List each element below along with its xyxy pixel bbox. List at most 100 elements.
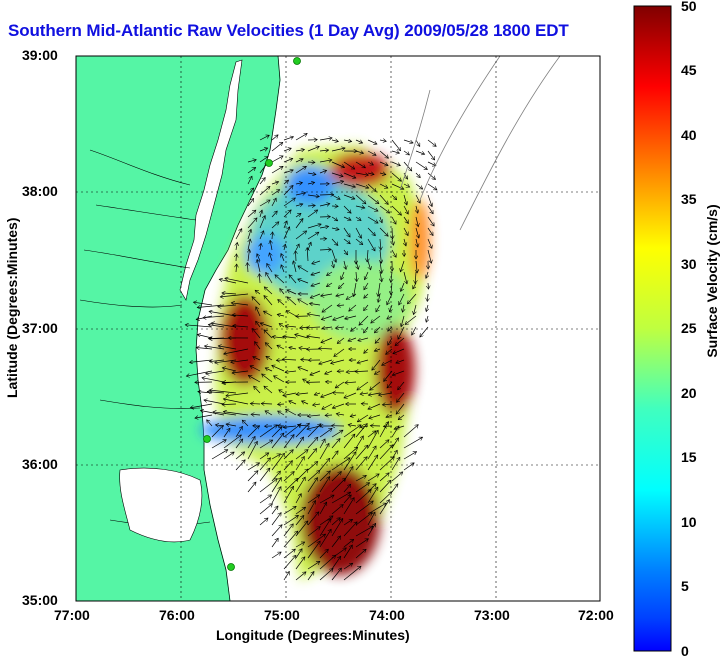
velocity-arrow — [367, 183, 376, 192]
station-marker — [265, 159, 273, 167]
velocity-arrow — [283, 170, 293, 174]
velocity-arrow — [223, 428, 230, 438]
velocity-arrow — [403, 194, 407, 205]
velocity-arrow — [415, 161, 427, 170]
velocity-arrow — [283, 210, 291, 218]
velocity-arrow — [391, 172, 402, 181]
velocity-arrow — [355, 216, 361, 221]
velocity-arrow — [279, 324, 285, 328]
velocity-arrow — [259, 458, 271, 471]
velocity-arrow — [307, 541, 320, 559]
velocity-arrow — [355, 490, 371, 504]
velocity-arrow — [371, 315, 381, 323]
velocity-arrow — [367, 487, 379, 504]
velocity-arrow — [355, 140, 363, 143]
velocity-arrow — [331, 161, 345, 168]
bay-water — [179, 59, 243, 301]
velocity-arrow — [379, 457, 394, 471]
bathymetry-contour — [399, 56, 561, 231]
velocity-arrow — [379, 205, 390, 213]
velocity-arrow — [372, 359, 381, 370]
colorbar-tick-label: 40 — [681, 127, 697, 143]
velocity-arrow — [311, 271, 321, 275]
velocity-arrow — [327, 271, 333, 276]
velocity-arrow — [307, 495, 320, 504]
x-axis-label: Longitude (Degrees:Minutes) — [216, 627, 410, 643]
velocity-arrow — [416, 238, 418, 247]
velocity-arrow — [355, 483, 370, 493]
velocity-arrow — [322, 304, 333, 312]
velocity-arrow — [416, 260, 417, 273]
velocity-arrow — [247, 229, 251, 240]
velocity-arrow — [282, 359, 297, 360]
velocity-arrow — [264, 287, 273, 295]
velocity-arrow — [209, 390, 237, 394]
velocity-arrow — [398, 381, 405, 390]
velocity-arrow — [236, 254, 237, 262]
velocity-arrow — [295, 213, 301, 218]
velocity-arrow — [331, 518, 340, 526]
velocity-arrow — [264, 330, 273, 339]
velocity-arrow — [265, 368, 273, 372]
velocity-arrow — [272, 232, 273, 240]
y-tick-label: 39:00 — [22, 47, 58, 63]
velocity-arrow — [360, 393, 369, 394]
velocity-arrow — [307, 248, 308, 262]
velocity-arrow — [271, 478, 281, 493]
velocity-arrow — [235, 452, 245, 460]
velocity-arrow — [200, 411, 225, 416]
x-tick-label: 76:00 — [159, 607, 195, 623]
velocity-arrow — [427, 172, 436, 180]
velocity-arrow — [331, 181, 344, 185]
velocity-arrow — [225, 278, 249, 284]
velocity-arrow — [259, 156, 268, 163]
velocity-arrow — [391, 271, 392, 282]
velocity-arrow — [223, 412, 249, 416]
velocity-arrow — [367, 139, 377, 144]
velocity-arrow — [346, 371, 357, 372]
velocity-arrow — [261, 404, 273, 405]
velocity-arrow — [386, 348, 393, 354]
velocity-arrow — [331, 429, 343, 438]
velocity-arrow — [427, 293, 428, 301]
velocity-arrow — [355, 151, 364, 153]
velocity-arrow — [259, 518, 268, 526]
velocity-arrow — [231, 303, 249, 306]
velocity-arrow — [343, 161, 355, 169]
velocity-arrow — [331, 451, 338, 460]
velocity-arrow — [222, 404, 237, 405]
velocity-arrow — [283, 424, 301, 438]
velocity-arrow — [319, 519, 332, 537]
velocity-arrow — [236, 242, 237, 251]
velocity-arrow — [218, 346, 237, 350]
velocity-arrow — [319, 495, 334, 504]
velocity-arrow — [307, 527, 320, 537]
velocity-arrow — [247, 426, 259, 438]
velocity-arrow — [359, 315, 369, 325]
velocity-arrow — [223, 399, 249, 405]
plot-frame — [75, 55, 601, 602]
velocity-arrow — [278, 404, 285, 405]
velocity-arrow — [319, 443, 329, 460]
velocity-arrow — [269, 253, 272, 262]
velocity-arrow — [250, 404, 261, 405]
station-marker — [227, 563, 235, 571]
velocity-arrow — [259, 479, 277, 493]
velocity-arrow — [236, 264, 237, 273]
velocity-arrow — [403, 139, 413, 143]
velocity-arrow — [289, 275, 297, 284]
velocity-arrow — [355, 526, 373, 537]
velocity-arrow — [336, 294, 345, 296]
velocity-arrow — [331, 140, 338, 142]
velocity-arrow — [426, 304, 428, 312]
velocity-arrow — [219, 279, 237, 284]
velocity-arrow — [285, 371, 297, 372]
velocity-arrow — [379, 440, 389, 449]
y-tick-label: 38:00 — [22, 183, 58, 199]
velocity-arrow — [232, 371, 249, 373]
velocity-arrow — [321, 294, 333, 296]
velocity-arrow — [367, 238, 375, 251]
velocity-arrow — [310, 293, 321, 298]
velocity-arrow — [293, 261, 297, 273]
velocity-arrow — [231, 359, 249, 362]
